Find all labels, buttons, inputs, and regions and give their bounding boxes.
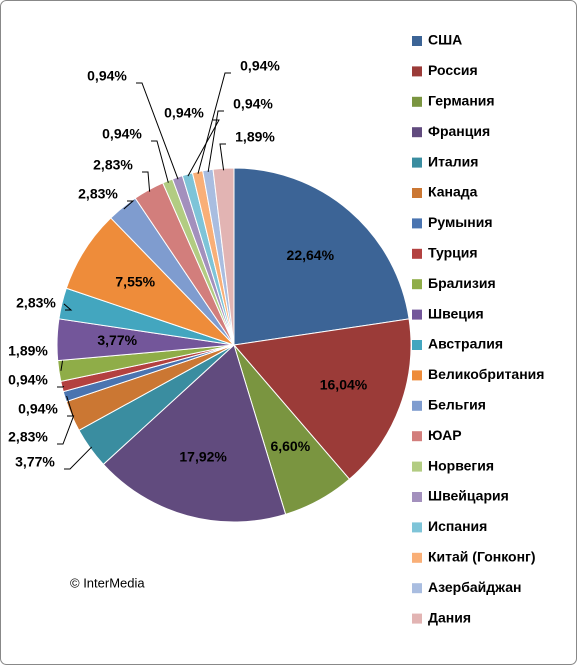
leader-line	[57, 415, 75, 445]
pie-slice	[233, 167, 410, 346]
pie-slice	[102, 344, 287, 523]
legend-label: Азербайджан	[428, 579, 522, 595]
data-label: 0,94%	[87, 68, 127, 84]
data-label: 16,04%	[320, 376, 368, 392]
leader-line	[63, 303, 73, 311]
legend-label: Италия	[428, 153, 478, 169]
legend-label: Франция	[428, 123, 490, 139]
legend-swatch	[412, 400, 422, 411]
legend-label: Канада	[428, 184, 478, 200]
legend-label: Дания	[428, 609, 471, 625]
data-label: 0,94%	[240, 58, 280, 74]
data-label: 0,94%	[8, 372, 48, 388]
data-label: 6,60%	[270, 438, 310, 454]
pie-slice	[233, 318, 412, 480]
data-label: 1,89%	[235, 129, 275, 145]
legend-swatch	[412, 127, 422, 138]
legend-label: Норвегия	[428, 457, 494, 473]
data-label: 0,94%	[18, 401, 58, 417]
legend-label: Испания	[428, 518, 487, 534]
legend-swatch	[412, 613, 422, 624]
legend-label: Швейцария	[428, 488, 509, 504]
legend-swatch	[412, 279, 422, 290]
leader-line	[123, 200, 135, 210]
data-label: 2,83%	[16, 295, 56, 311]
data-label: 22,64%	[287, 247, 335, 263]
leader-line	[151, 140, 169, 183]
legend-label: Турция	[428, 245, 478, 261]
legend-swatch	[412, 431, 422, 442]
data-label: 3,77%	[15, 454, 55, 470]
legend-label: Австралия	[428, 336, 503, 352]
data-label: 2,83%	[93, 157, 133, 173]
legend-swatch	[412, 218, 422, 229]
data-label: 0,94%	[102, 126, 142, 142]
data-label: 2,83%	[8, 429, 48, 445]
legend-label: Китай (Гонконг)	[428, 549, 536, 565]
legend-swatch	[412, 36, 422, 46]
data-label: 0,94%	[164, 105, 204, 121]
data-label: 0,94%	[233, 96, 273, 112]
legend-label: Россия	[428, 62, 478, 78]
legend-swatch	[412, 157, 422, 168]
legend-swatch	[412, 492, 422, 502]
legend-label: Бельгия	[428, 397, 486, 413]
legend-swatch	[412, 552, 422, 563]
legend-swatch	[412, 340, 422, 350]
legend-swatch	[412, 248, 422, 259]
leader-line	[142, 171, 151, 192]
leader-line	[207, 110, 224, 173]
data-label: 1,89%	[8, 343, 48, 359]
data-label: 3,77%	[97, 332, 137, 348]
legend-swatch	[412, 522, 422, 533]
leader-line	[64, 446, 93, 470]
legend-label: Брализия	[428, 275, 496, 291]
source-note: © InterMedia	[70, 575, 145, 590]
data-label: 2,83%	[78, 186, 118, 202]
leader-line	[197, 72, 231, 174]
legend-swatch	[412, 188, 422, 198]
leader-line	[66, 395, 74, 417]
leader-line	[187, 119, 220, 177]
legend-label: ЮАР	[428, 427, 462, 443]
legend-swatch	[412, 96, 422, 107]
legend-label: США	[428, 32, 462, 48]
legend-swatch	[412, 370, 422, 381]
legend-swatch	[412, 461, 422, 472]
legend-label: Германия	[428, 93, 495, 109]
leader-line	[136, 82, 179, 180]
legend-label: Великобритания	[428, 366, 544, 382]
legend-swatch	[412, 66, 422, 77]
legend-swatch	[412, 309, 422, 320]
legend-label: Швеция	[428, 305, 484, 321]
legend-swatch	[412, 583, 422, 594]
leader-line	[219, 143, 226, 171]
legend-label: Румыния	[428, 214, 492, 230]
data-label: 7,55%	[115, 273, 155, 289]
data-label: 17,92%	[179, 448, 227, 464]
leader-line	[57, 385, 65, 388]
